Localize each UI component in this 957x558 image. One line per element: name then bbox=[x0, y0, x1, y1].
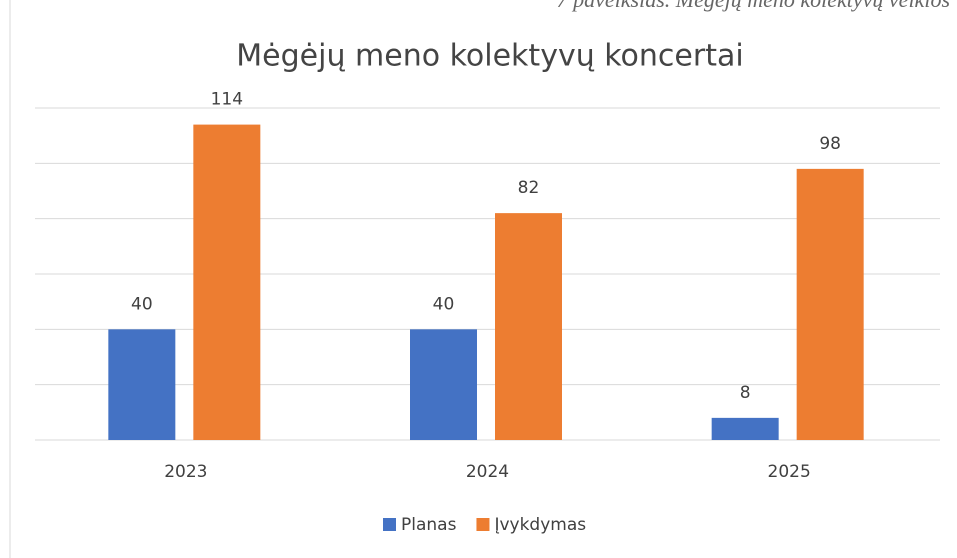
caption: 7 paveikslas. Mėgėjų meno kolektyvų veik… bbox=[557, 0, 950, 12]
bar bbox=[711, 417, 779, 440]
legend-label: Planas bbox=[401, 515, 457, 535]
bar bbox=[410, 329, 477, 440]
bar bbox=[193, 124, 261, 440]
legend-label: Įvykdymas bbox=[494, 515, 586, 535]
data-label: 8 bbox=[740, 383, 751, 403]
chart-border bbox=[9, 0, 11, 558]
legend-swatch bbox=[383, 518, 396, 531]
chart-title: Mėgėjų meno kolektyvų koncertai bbox=[236, 39, 743, 74]
data-label: 98 bbox=[819, 134, 841, 154]
data-label: 114 bbox=[211, 90, 243, 110]
data-label: 40 bbox=[433, 294, 455, 314]
data-label: 82 bbox=[518, 178, 540, 198]
bar bbox=[796, 168, 864, 440]
x-tick-label: 2025 bbox=[768, 462, 811, 482]
legend-swatch bbox=[476, 518, 490, 531]
bar bbox=[495, 213, 562, 440]
data-label: 40 bbox=[131, 294, 153, 314]
x-tick-label: 2023 bbox=[164, 462, 207, 482]
x-tick-label: 2024 bbox=[466, 462, 509, 482]
bar bbox=[108, 329, 176, 440]
